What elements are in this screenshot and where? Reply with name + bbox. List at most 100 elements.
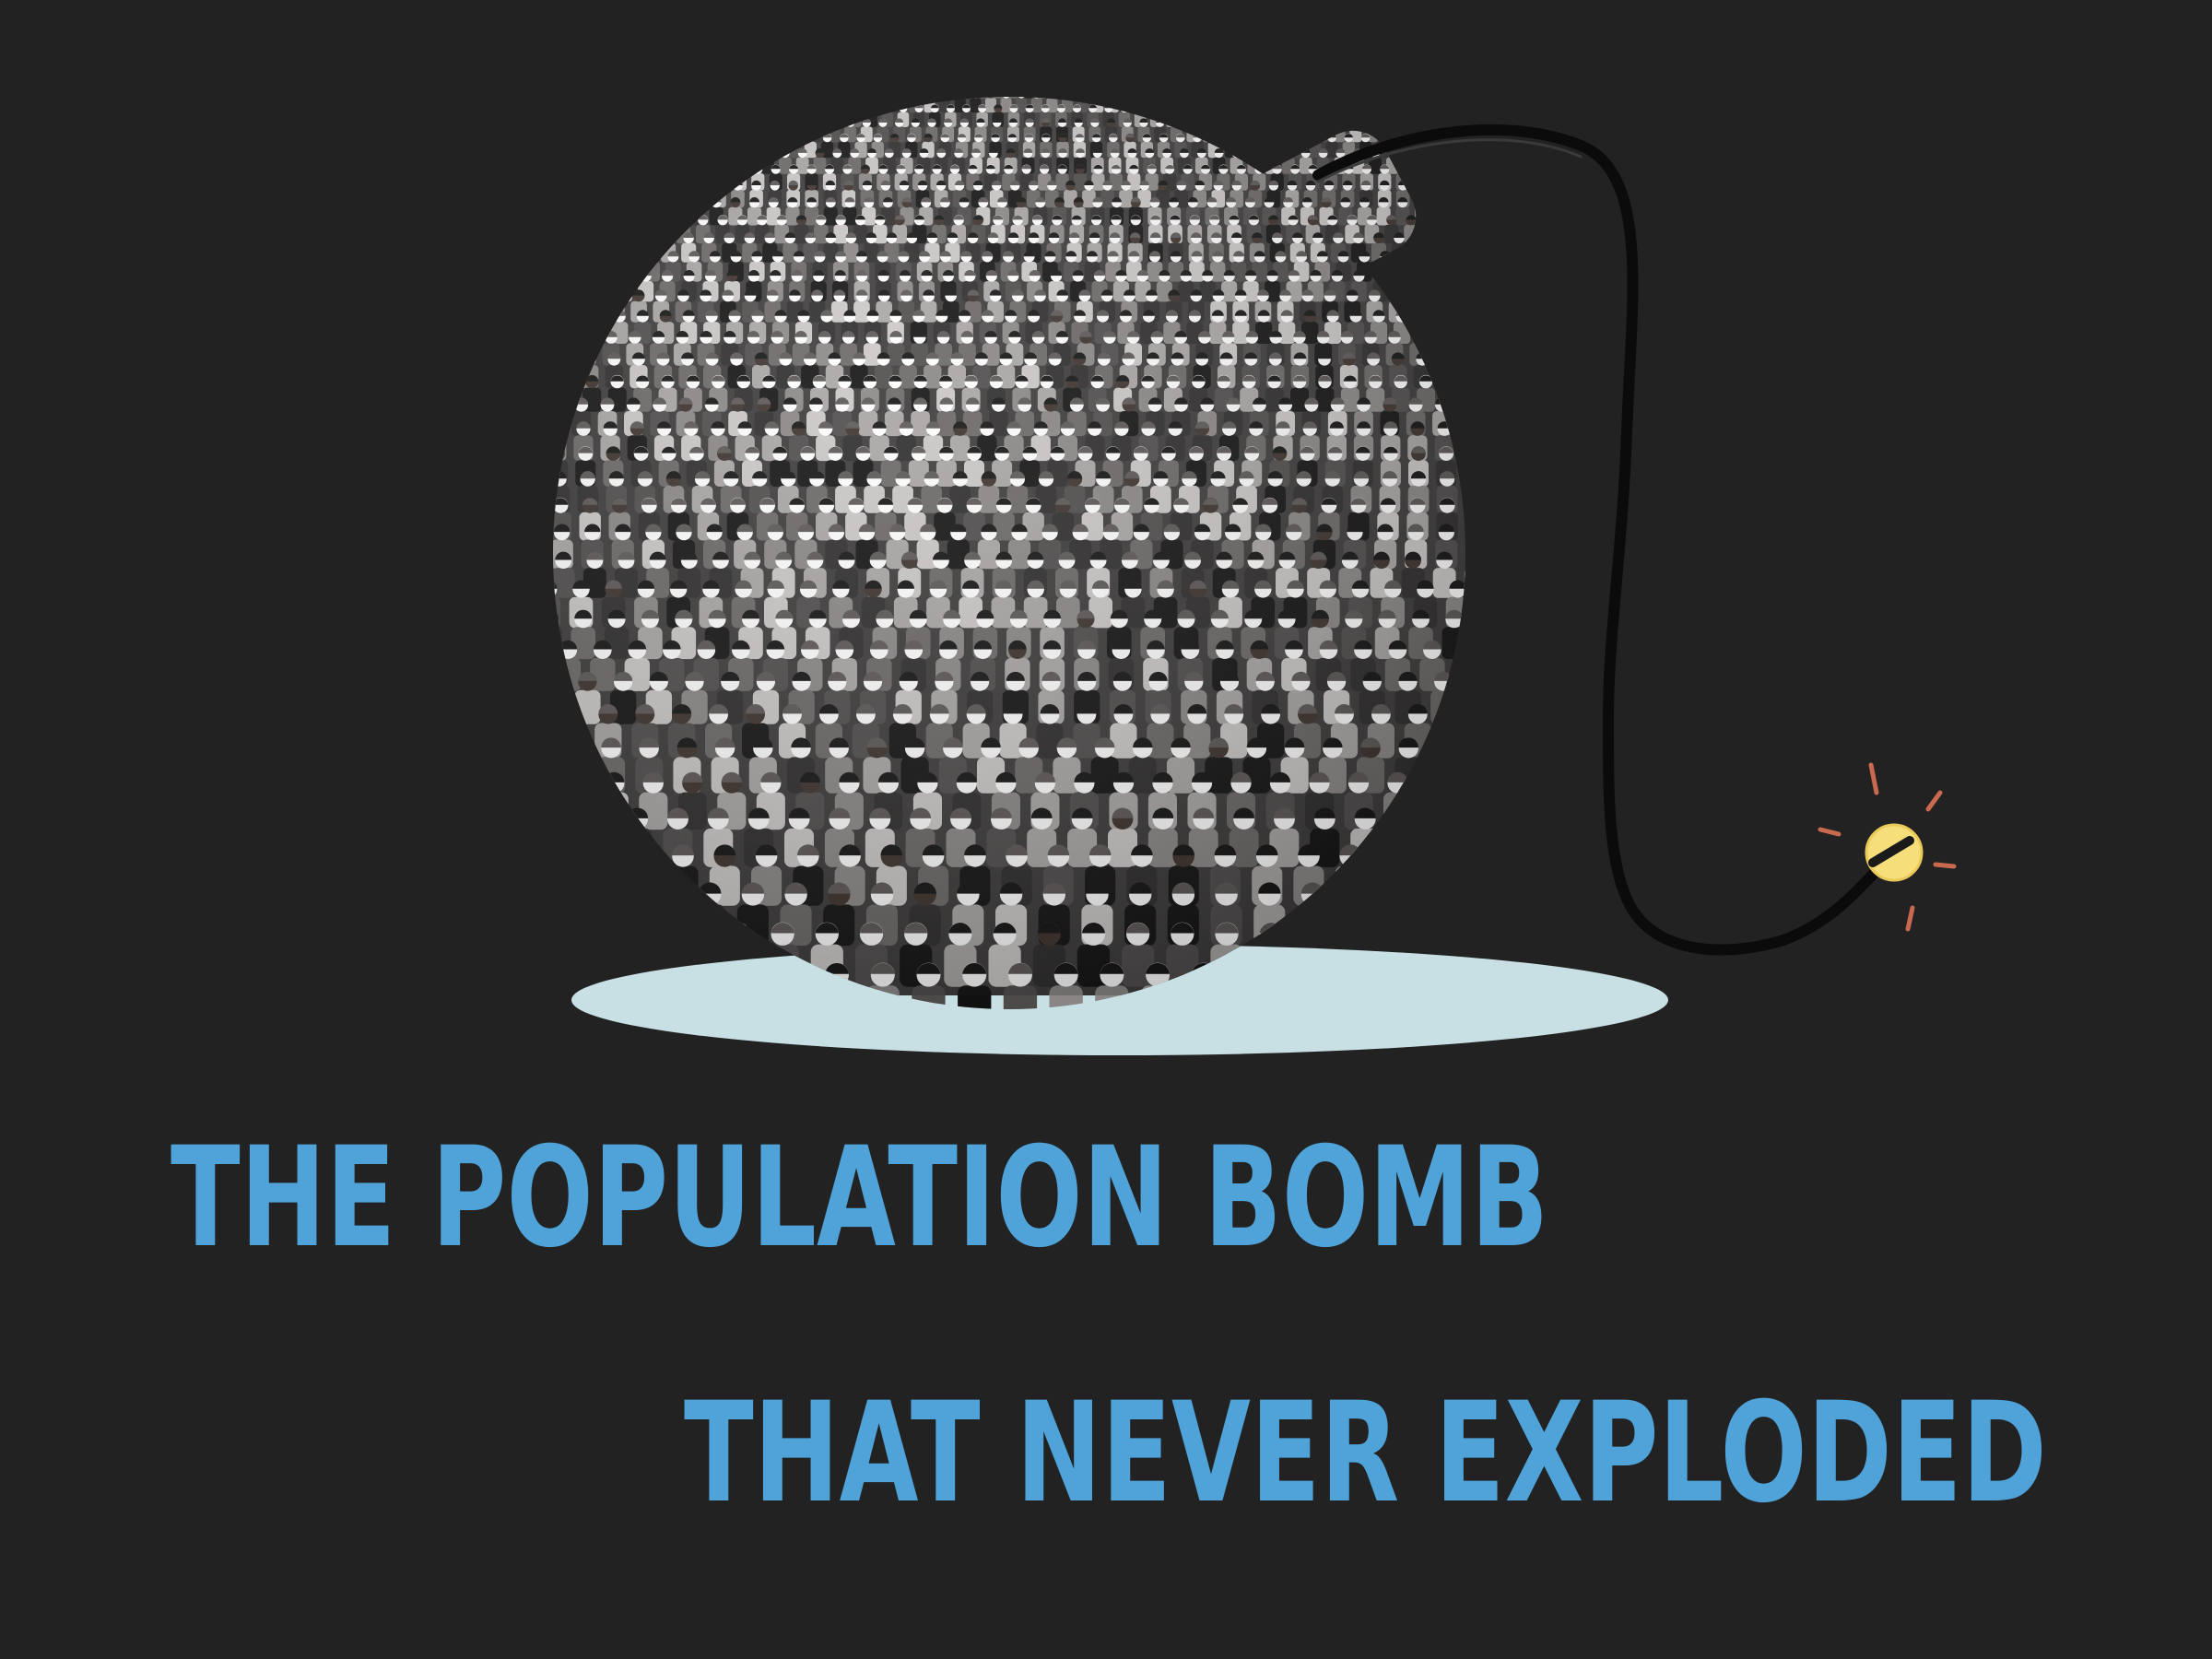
crowd-figure <box>1461 421 1465 462</box>
crowd-figure <box>815 97 827 99</box>
crowd-figure <box>1512 352 1529 388</box>
crowd-figure <box>1534 232 1548 262</box>
crowd-figure <box>830 97 841 99</box>
crowd-figure <box>1513 232 1528 262</box>
crowd-figure <box>581 104 594 127</box>
crowd-figure <box>1334 97 1346 99</box>
crowd-figure <box>588 922 621 987</box>
crowd-figure <box>553 844 573 906</box>
crowd-figure <box>1511 397 1530 436</box>
crowd-figure <box>620 232 636 263</box>
crowd-figure <box>1456 330 1465 366</box>
crowd-figure <box>675 147 688 174</box>
crowd-figure <box>1203 118 1216 143</box>
crowd-figure <box>1515 421 1535 461</box>
crowd-figure <box>518 104 530 127</box>
crowd-figure <box>660 104 673 127</box>
crowd-figure <box>1156 97 1168 99</box>
crowd-figure <box>558 704 585 759</box>
crowd-figure <box>795 118 807 143</box>
crowd-figure <box>531 331 548 366</box>
crowd-figure <box>1123 97 1135 113</box>
crowd-figure <box>519 215 534 243</box>
crowd-figure <box>1022 97 1034 99</box>
crowd-figure <box>1438 352 1456 389</box>
crowd-figure <box>1527 76 1538 99</box>
crowd-figure <box>963 97 974 99</box>
crowd-figure <box>1244 104 1257 127</box>
crowd-figure <box>637 97 648 99</box>
crowd-figure <box>1433 180 1447 208</box>
crowd-figure <box>1126 97 1138 99</box>
crowd-figure <box>1504 331 1522 366</box>
crowd-figure <box>1284 118 1297 143</box>
crowd-figure <box>1171 97 1182 99</box>
crowd-figure <box>736 133 749 159</box>
crowd-figure <box>648 97 660 113</box>
crowd-figure <box>1426 882 1458 947</box>
crowd-figure <box>620 180 634 208</box>
crowd-figure <box>1458 397 1465 437</box>
crowd-figure <box>577 215 593 244</box>
crowd-figure <box>553 671 565 724</box>
crowd-figure <box>1322 97 1334 113</box>
crowd-figure <box>526 90 537 112</box>
crowd-figure <box>587 97 599 113</box>
crowd-figure <box>1496 498 1517 541</box>
crowd-figure <box>1542 76 1553 99</box>
crowd-figure <box>1449 164 1464 191</box>
crowd-figure <box>578 331 596 366</box>
crowd-figure <box>553 251 556 282</box>
crowd-figure <box>1432 737 1461 794</box>
crowd-figure <box>1473 148 1486 174</box>
crowd-figure <box>1306 97 1318 113</box>
crowd-figure <box>1403 104 1415 127</box>
crowd-figure <box>1491 197 1505 226</box>
crowd-figure <box>1468 76 1479 99</box>
crowd-figure <box>691 104 704 127</box>
crowd-figure <box>1371 104 1383 127</box>
crowd-figure <box>1434 104 1446 127</box>
crowd-figure <box>1433 289 1450 323</box>
crowd-figure <box>1522 165 1535 191</box>
crowd-figure <box>686 133 700 159</box>
crowd-figure <box>535 134 547 159</box>
crowd-figure <box>1473 232 1488 262</box>
crowd-figure <box>1478 704 1505 759</box>
crowd-figure <box>709 97 721 113</box>
crowd-figure <box>1511 134 1523 159</box>
crowd-figure <box>1260 97 1271 99</box>
crowd-figure <box>679 164 693 191</box>
crowd-figure <box>583 118 595 143</box>
crowd-figure <box>978 97 990 99</box>
crowd-figure <box>697 164 712 191</box>
crowd-figure <box>518 76 529 99</box>
crowd-figure <box>626 164 640 191</box>
crowd-figure <box>653 133 665 159</box>
crowd-figure <box>678 97 690 113</box>
crowd-figure <box>644 104 656 127</box>
crowd-figure <box>1452 180 1465 208</box>
crowd-figure <box>1260 104 1273 127</box>
crowd-figure <box>607 164 621 191</box>
crowd-figure <box>1478 289 1495 323</box>
crowd-figure <box>1485 397 1504 436</box>
crowd-figure <box>577 97 589 99</box>
crowd-figure <box>599 118 612 143</box>
crowd-figure <box>1324 104 1335 127</box>
crowd-figure <box>564 180 579 208</box>
crowd-figure <box>1411 232 1427 263</box>
crowd-figure <box>1439 310 1456 344</box>
crowd-figure <box>508 331 525 366</box>
crowd-figure <box>1415 180 1429 208</box>
crowd-figure <box>582 180 597 208</box>
crowd-figure <box>1477 134 1489 159</box>
crowd-figure <box>521 524 543 569</box>
crowd-figure <box>1467 375 1486 412</box>
crowd-figure <box>528 181 542 208</box>
crowd-figure <box>1536 397 1556 436</box>
crowd-figure <box>1539 165 1552 191</box>
crowd-figure <box>585 289 603 323</box>
crowd-figure <box>1508 148 1521 174</box>
crowd-figure <box>1368 97 1380 113</box>
